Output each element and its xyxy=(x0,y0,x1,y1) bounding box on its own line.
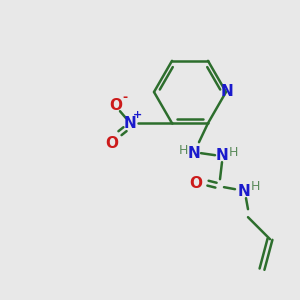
Text: H: H xyxy=(250,180,260,193)
Text: O: O xyxy=(190,176,202,191)
Text: O: O xyxy=(106,136,118,151)
Text: N: N xyxy=(188,146,200,161)
Text: +: + xyxy=(132,110,142,120)
Text: N: N xyxy=(238,184,250,199)
Text: O: O xyxy=(110,98,122,113)
Text: H: H xyxy=(178,144,188,157)
Text: N: N xyxy=(124,116,136,131)
Text: N: N xyxy=(216,148,228,163)
Text: N: N xyxy=(220,83,233,98)
Text: -: - xyxy=(122,91,128,104)
Text: H: H xyxy=(228,146,238,159)
